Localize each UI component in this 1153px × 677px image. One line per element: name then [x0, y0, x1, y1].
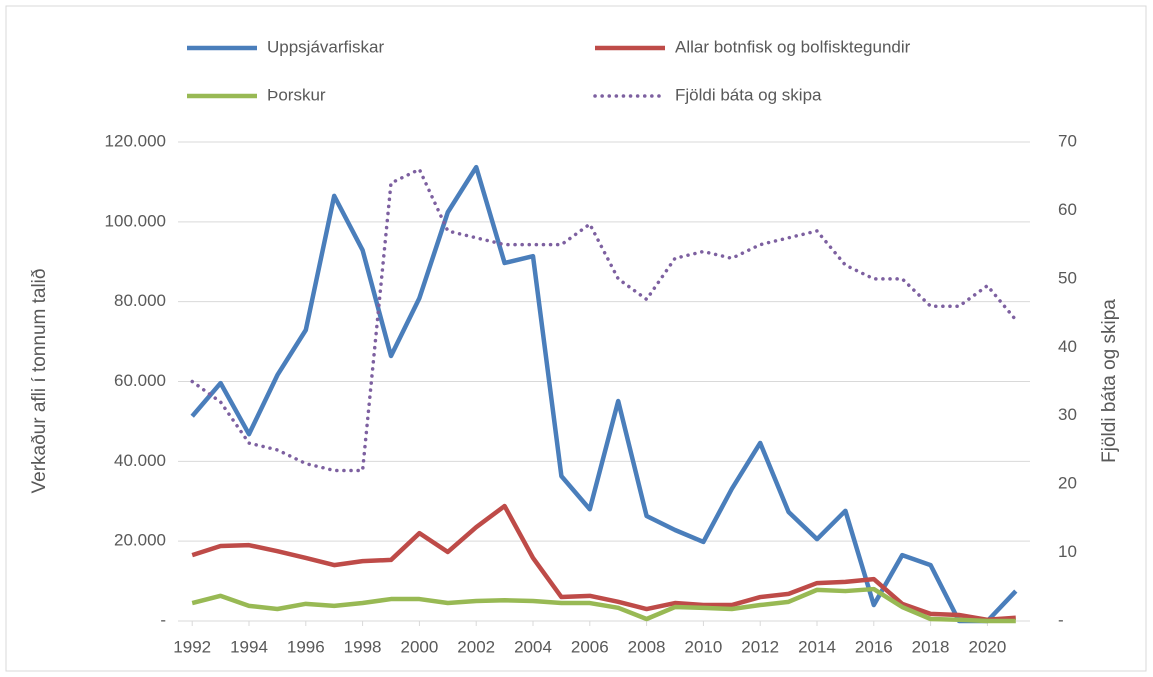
series-line: [190, 164, 1018, 624]
x-tick-label: 1994: [230, 637, 268, 656]
legend-label: Allar botnfisk og bolfisktegundir: [675, 37, 911, 56]
x-tick-label: 1992: [173, 637, 211, 656]
x-tick-label: 2012: [741, 637, 779, 656]
series-line: [190, 167, 1018, 473]
y-tick-label: 120.000: [105, 131, 166, 150]
x-tick-label: 2006: [571, 637, 609, 656]
x-tick-label: 2014: [798, 637, 836, 656]
legend-label: Uppsjávarfiskar: [267, 37, 384, 56]
x-tick-label: 1996: [287, 637, 325, 656]
y2-tick-label: 40: [1058, 337, 1077, 356]
y-tick-label: 20.000: [114, 531, 166, 550]
y2-axis-title: Fjöldi báta og skipa: [1099, 299, 1120, 463]
y2-tick-label: 70: [1058, 131, 1077, 150]
x-tick-label: 2010: [684, 637, 722, 656]
x-tick-label: 2016: [855, 637, 893, 656]
legend-label: Fjöldi báta og skipa: [675, 85, 822, 104]
y-axis-title: Verkaður afli í tonnum talið: [29, 269, 50, 494]
x-tick-label: 2018: [912, 637, 950, 656]
x-tick-label: 2020: [968, 637, 1006, 656]
y2-tick-label: 20: [1058, 474, 1077, 493]
y-tick-label: -: [160, 610, 166, 629]
y-tick-label: 40.000: [114, 451, 166, 470]
y2-tick-label: 50: [1058, 268, 1077, 287]
y-tick-label: 60.000: [114, 371, 166, 390]
y2-tick-label: 60: [1058, 200, 1077, 219]
y2-tick-label: 10: [1058, 542, 1077, 561]
x-tick-label: 2000: [400, 637, 438, 656]
series-line: [191, 586, 1016, 624]
x-tick-label: 2004: [514, 637, 552, 656]
y2-tick-label: -: [1058, 610, 1064, 629]
x-tick-label: 2008: [628, 637, 666, 656]
chart-frame: [5, 5, 1147, 672]
x-tick-label: 1998: [344, 637, 382, 656]
legend-label: Þorskur: [267, 85, 326, 104]
series-line: [191, 503, 1016, 623]
y-tick-label: 100.000: [105, 211, 166, 230]
y-tick-label: 80.000: [114, 291, 166, 310]
y2-tick-label: 30: [1058, 405, 1077, 424]
x-tick-label: 2002: [457, 637, 495, 656]
